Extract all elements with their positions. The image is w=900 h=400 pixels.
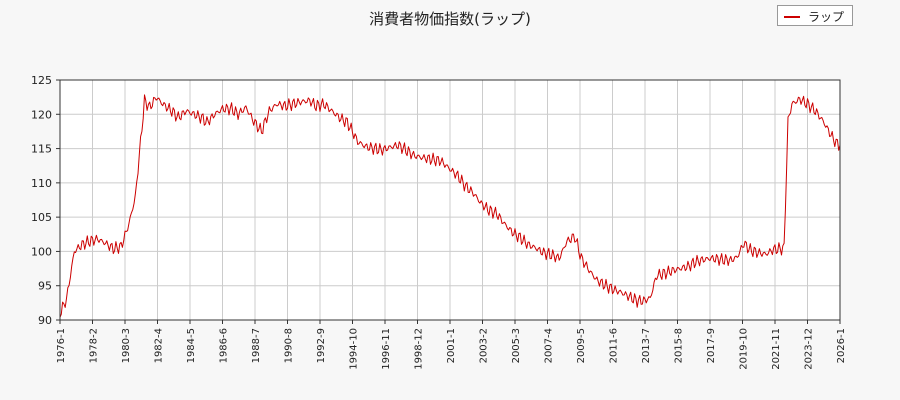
x-tick-label: 2003-2 [479,328,490,363]
x-tick-label: 1984-5 [186,328,197,363]
x-tick-label: 2015-8 [674,328,685,363]
axes: 90 95 100 105 110 115 120 125 1976-1 1978-2 1980-3… [31,74,847,370]
x-tick-label: 1980-3 [121,328,132,363]
x-tick-label: 2005-3 [511,328,522,363]
y-tick-label: 90 [38,314,52,327]
x-tick-label: 2017-9 [706,328,717,363]
x-tick-label: 1994-10 [349,328,360,370]
x-tick-label: 1976-1 [56,328,67,363]
x-tick-label: 1996-11 [381,328,392,370]
legend: ラップ [777,5,853,26]
x-tick-label: 2021-11 [771,328,782,370]
x-tick-label: 2011-6 [609,328,620,363]
x-tick-label: 2007-4 [544,328,555,363]
series-layer [59,94,841,318]
series-line [59,94,841,318]
x-tick-label: 1992-9 [316,328,327,363]
y-tick-label: 115 [31,143,52,156]
y-tick-label: 100 [31,245,52,258]
x-tick-label: 1988-7 [251,328,262,363]
y-tick-label: 125 [31,74,52,87]
x-tick-label: 2009-5 [576,328,587,363]
plot-frame [59,79,841,321]
x-tick-label: 1978-2 [89,328,100,363]
y-tick-label: 105 [31,211,52,224]
y-tick-label: 120 [31,108,52,121]
chart-title: 消費者物価指数(ラップ) [369,10,531,28]
x-tick-label: 2019-10 [739,328,750,370]
legend-line-swatch [784,16,800,18]
y-tick-label: 95 [38,280,52,293]
x-tick-label: 1990-8 [284,328,295,363]
x-tick-label: 1982-4 [154,328,165,363]
x-tick-label: 1986-6 [219,328,230,363]
x-tick-label: 2001-1 [446,328,457,363]
x-tick-label: 1998-12 [414,328,425,370]
x-tick-label: 2013-7 [641,328,652,363]
y-tick-label: 110 [31,177,52,190]
x-tick-label: 2026-1 [836,328,847,363]
legend-label: ラップ [808,10,845,24]
x-tick-label: 2023-12 [804,328,815,370]
